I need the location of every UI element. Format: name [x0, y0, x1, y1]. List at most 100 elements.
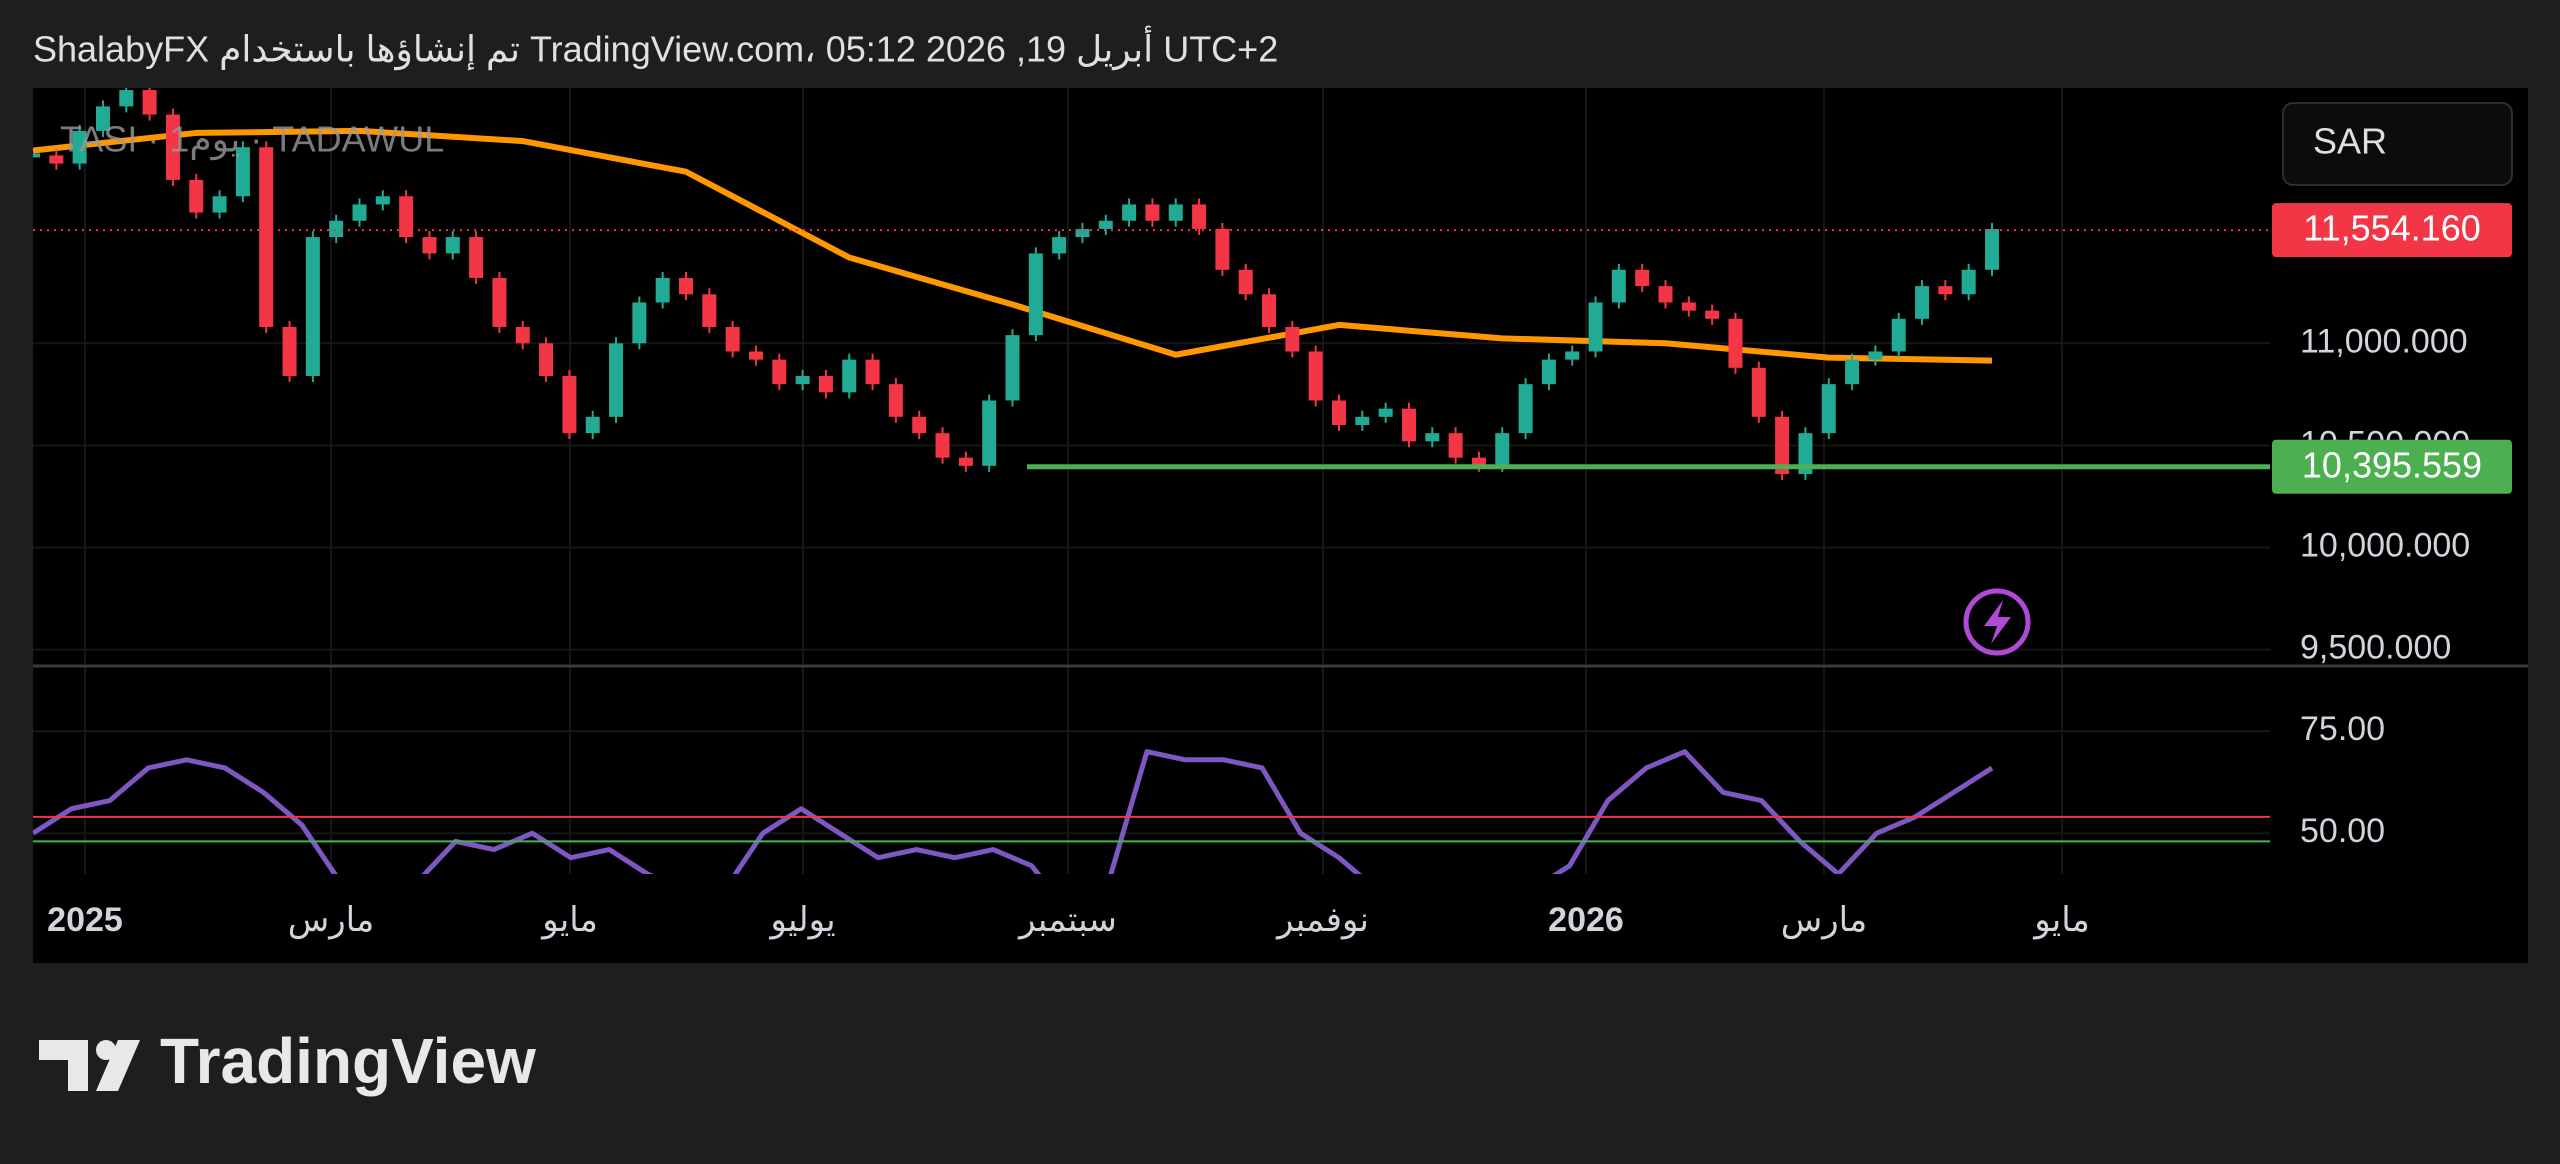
candle [725, 326, 740, 352]
candle [259, 147, 274, 327]
candle [772, 359, 787, 385]
candle [72, 130, 87, 164]
candle [1985, 228, 1999, 270]
candle [1751, 367, 1766, 417]
rsi-tick-label: 50.00 [2300, 812, 2385, 850]
brand-name: TradingView [160, 1025, 536, 1097]
candle [982, 400, 997, 466]
candle [1891, 318, 1906, 352]
candle [1868, 351, 1883, 360]
rsi-tick-label: 75.00 [2300, 710, 2385, 748]
candle [492, 277, 507, 327]
candle [818, 375, 833, 393]
candle [1332, 400, 1346, 425]
rsi-line [33, 749, 1994, 874]
candle [655, 277, 670, 303]
candle [1518, 384, 1533, 434]
candle [1262, 294, 1277, 327]
candle [1378, 408, 1393, 417]
candle [1565, 351, 1580, 360]
currency-label[interactable]: SAR [2313, 121, 2387, 162]
rsi-pane [33, 749, 1994, 874]
candle [1285, 326, 1300, 352]
candle [585, 416, 600, 434]
x-tick-label: 2026 [1548, 901, 1624, 939]
candle [189, 179, 204, 213]
candle [1961, 269, 1976, 295]
moving-average [33, 127, 1993, 364]
candle [1098, 220, 1113, 229]
candle [1401, 408, 1416, 442]
x-tick-label: 2025 [47, 901, 123, 939]
candle [445, 237, 460, 254]
y-tick-label: 11,000.000 [2300, 322, 2468, 360]
candle [562, 375, 577, 434]
candle [795, 375, 810, 385]
candle [399, 196, 414, 238]
candle [329, 220, 344, 238]
y-tick-label: 10,000.000 [2300, 527, 2470, 565]
candle [119, 90, 134, 107]
candle [1775, 416, 1790, 475]
price-pane [33, 88, 1999, 481]
candle [33, 153, 40, 158]
header-text: ShalabyFX تم إنشاؤها باستخدام TradingVie… [33, 26, 1278, 71]
candle [912, 416, 927, 434]
candle [352, 204, 367, 221]
candle [1845, 359, 1860, 385]
candle [1635, 269, 1650, 287]
candle [1005, 335, 1020, 401]
brand-logo [39, 1040, 140, 1091]
candle [1541, 359, 1556, 385]
candle [1028, 253, 1043, 336]
candle [1145, 204, 1160, 221]
candle [235, 147, 250, 197]
candle [679, 277, 693, 295]
candle [935, 433, 950, 458]
price-label-box [2272, 439, 2512, 494]
candle [1798, 433, 1813, 475]
candle [1611, 269, 1626, 303]
candle [1448, 433, 1463, 458]
candle [842, 359, 857, 393]
candle [212, 196, 227, 213]
candle [1168, 204, 1183, 221]
candle [539, 343, 554, 376]
candle [888, 384, 903, 417]
candle [1938, 286, 1953, 295]
candle [1915, 286, 1930, 319]
currency-box[interactable] [2282, 102, 2513, 186]
alert-icon[interactable] [1963, 588, 2031, 656]
candle [748, 351, 763, 360]
candle [609, 343, 624, 417]
candle [1821, 384, 1836, 434]
candle [1075, 228, 1090, 238]
price-label-box [2272, 203, 2512, 258]
x-tick-label: مايو [2032, 901, 2090, 940]
candle [1658, 286, 1673, 303]
price-label: 10,395.559 [2302, 444, 2482, 485]
symbol-label: TASI · 1يوم · TADAWUL [60, 119, 444, 161]
candle [1052, 237, 1067, 254]
candle [165, 114, 180, 180]
x-tick-label: مارس [288, 901, 375, 939]
candle [469, 237, 484, 278]
candle [422, 237, 437, 254]
candle [95, 106, 110, 131]
candle [375, 196, 390, 205]
candle [958, 457, 973, 466]
candle [1122, 204, 1137, 221]
candle [1238, 269, 1253, 295]
candle [702, 294, 717, 327]
candle [632, 302, 647, 344]
candle [142, 90, 157, 115]
y-tick-label: 9,500.000 [2300, 629, 2451, 667]
candle [1355, 416, 1370, 425]
x-tick-label: سبتمبر [1017, 901, 1117, 940]
candle [1588, 302, 1603, 352]
axes: 2025 مارس مايو يوليو سبتمبر نوفمبر 2026 مارس ماي… [33, 203, 2512, 940]
candle [1425, 433, 1440, 442]
candle [1495, 433, 1510, 466]
